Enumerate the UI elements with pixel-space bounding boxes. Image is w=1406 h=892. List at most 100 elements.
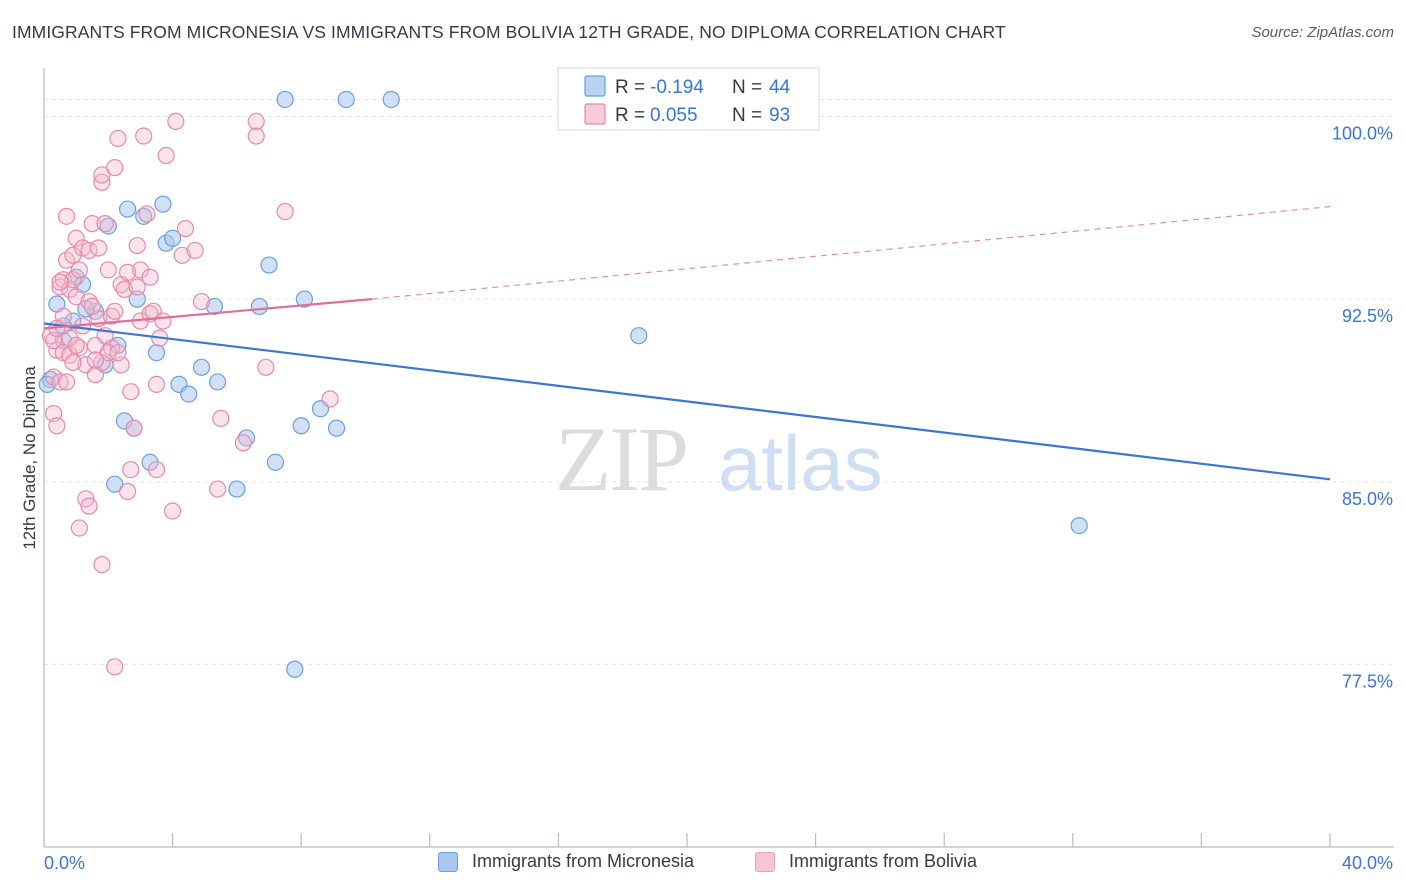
bolivia-point-50 xyxy=(135,127,153,145)
stats-swatch-blue xyxy=(584,75,606,97)
bolivia-point-34 xyxy=(96,215,114,233)
micronesia-point-25 xyxy=(205,297,223,316)
bolivia-point-12 xyxy=(57,207,76,225)
chart-title: IMMIGRANTS FROM MICRONESIA VS IMMIGRANTS… xyxy=(12,22,1006,42)
micronesia-point-26 xyxy=(228,480,246,498)
bolivia-point-15 xyxy=(64,271,82,289)
bolivia-point-27 xyxy=(83,215,101,233)
bolivia-point-43 xyxy=(118,482,137,501)
y-tick-label-0: 100.0% xyxy=(1332,124,1393,144)
y-axis-label: 12th Grade, No Diploma xyxy=(20,366,39,550)
series-legend: Immigrants from Micronesia Immigrants fr… xyxy=(0,851,1406,879)
bolivia-point-91 xyxy=(86,351,105,369)
micronesia-point-15 xyxy=(135,207,153,225)
bolivia-point-72 xyxy=(321,390,339,408)
chart-source: Source: ZipAtlas.com xyxy=(1251,24,1394,41)
micronesia-point-33 xyxy=(292,417,310,435)
legend-label-micronesia: Immigrants from Micronesia xyxy=(472,851,695,871)
bolivia-point-66 xyxy=(212,409,230,428)
x-tick-label-1: 40.0% xyxy=(1342,853,1393,873)
stats-n-label-0: N = xyxy=(732,77,762,98)
micronesia-point-36 xyxy=(327,419,346,437)
micronesia-point-30 xyxy=(266,453,285,471)
bolivia-point-79 xyxy=(83,297,101,316)
bolivia-point-67 xyxy=(234,434,252,452)
bolivia-point-55 xyxy=(147,375,166,393)
y-tick-label-3: 77.5% xyxy=(1342,671,1393,691)
bolivia-point-33 xyxy=(93,166,111,184)
micronesia-point-31 xyxy=(276,90,294,109)
y-tick-label-2: 85.0% xyxy=(1342,489,1393,509)
micronesia-point-37 xyxy=(337,90,355,109)
bolivia-point-81 xyxy=(99,344,117,362)
micronesia-point-27 xyxy=(237,429,256,447)
bolivia-point-65 xyxy=(209,480,227,498)
y-tick-label-1: 92.5% xyxy=(1342,306,1393,326)
bolivia-point-89 xyxy=(122,383,140,401)
watermark-atlas: atlas xyxy=(718,419,883,507)
micronesia-point-14 xyxy=(128,290,146,308)
bolivia-point-85 xyxy=(64,353,82,372)
bolivia-point-75 xyxy=(106,658,124,676)
bolivia-point-73 xyxy=(70,519,88,537)
bolivia-point-8 xyxy=(54,271,72,289)
micronesia-point-23 xyxy=(192,358,211,376)
stats-n-value-0: 44 xyxy=(769,77,791,98)
bolivia-point-60 xyxy=(167,112,185,130)
series-bolivia xyxy=(41,112,339,676)
bolivia-point-57 xyxy=(154,312,172,330)
bolivia-point-37 xyxy=(102,307,121,325)
bolivia-point-61 xyxy=(173,246,191,264)
stats-n-value-1: 93 xyxy=(769,105,790,126)
legend-item-micronesia[interactable]: Immigrants from Micronesia xyxy=(438,851,694,872)
bolivia-point-78 xyxy=(67,336,85,355)
watermark: ZIP atlas xyxy=(555,408,883,510)
bolivia-point-63 xyxy=(186,241,204,260)
bolivia-point-69 xyxy=(247,112,265,130)
bolivia-point-53 xyxy=(141,268,159,286)
bolivia-point-35 xyxy=(99,261,117,279)
bolivia-point-80 xyxy=(90,239,108,257)
micronesia-point-28 xyxy=(250,297,269,316)
bolivia-point-86 xyxy=(80,497,98,515)
legend-swatch-micronesia xyxy=(438,851,458,872)
micronesia-point-29 xyxy=(260,256,278,274)
bolivia-point-51 xyxy=(138,205,156,223)
bolivia-point-47 xyxy=(128,278,146,296)
bolivia-point-74 xyxy=(93,555,111,574)
bolivia-point-88 xyxy=(109,344,127,362)
micronesia-trend-line xyxy=(43,322,1331,481)
bolivia-point-17 xyxy=(67,229,85,247)
bolivia-point-42 xyxy=(115,280,133,299)
bolivia-point-45 xyxy=(125,419,143,437)
stats-r-label-1: R = xyxy=(615,105,645,126)
stats-swatch-pink xyxy=(584,103,606,125)
bolivia-point-76 xyxy=(51,273,69,291)
series-micronesia xyxy=(38,90,1088,678)
bolivia-point-82 xyxy=(106,302,124,320)
x-tick-label-0: 0.0% xyxy=(44,853,85,873)
bolivia-point-5 xyxy=(51,373,69,391)
bolivia-point-83 xyxy=(118,263,137,281)
bolivia-point-39 xyxy=(109,129,127,148)
bolivia-point-70 xyxy=(257,358,275,376)
micronesia-point-22 xyxy=(180,385,198,403)
bolivia-point-32 xyxy=(93,173,111,191)
bolivia-point-62 xyxy=(176,219,195,238)
bolivia-point-58 xyxy=(157,146,175,165)
stats-n-label-1: N = xyxy=(732,105,762,126)
stats-legend: R = -0.194 N = 44 R = 0.055 N = 93 xyxy=(557,67,820,131)
micronesia-point-40 xyxy=(1070,516,1088,535)
legend-item-bolivia[interactable]: Immigrants from Bolivia xyxy=(755,851,977,872)
bolivia-point-64 xyxy=(192,292,211,311)
stats-r-value-1: 0.055 xyxy=(650,105,698,126)
bolivia-point-10 xyxy=(57,373,76,391)
bolivia-point-26 xyxy=(80,292,98,311)
bolivia-point-90 xyxy=(147,460,166,479)
micronesia-point-39 xyxy=(630,327,648,345)
bolivia-point-68 xyxy=(247,127,265,145)
micronesia-point-17 xyxy=(147,344,166,362)
micronesia-point-32 xyxy=(286,660,304,678)
legend-swatch-bolivia xyxy=(755,851,775,872)
